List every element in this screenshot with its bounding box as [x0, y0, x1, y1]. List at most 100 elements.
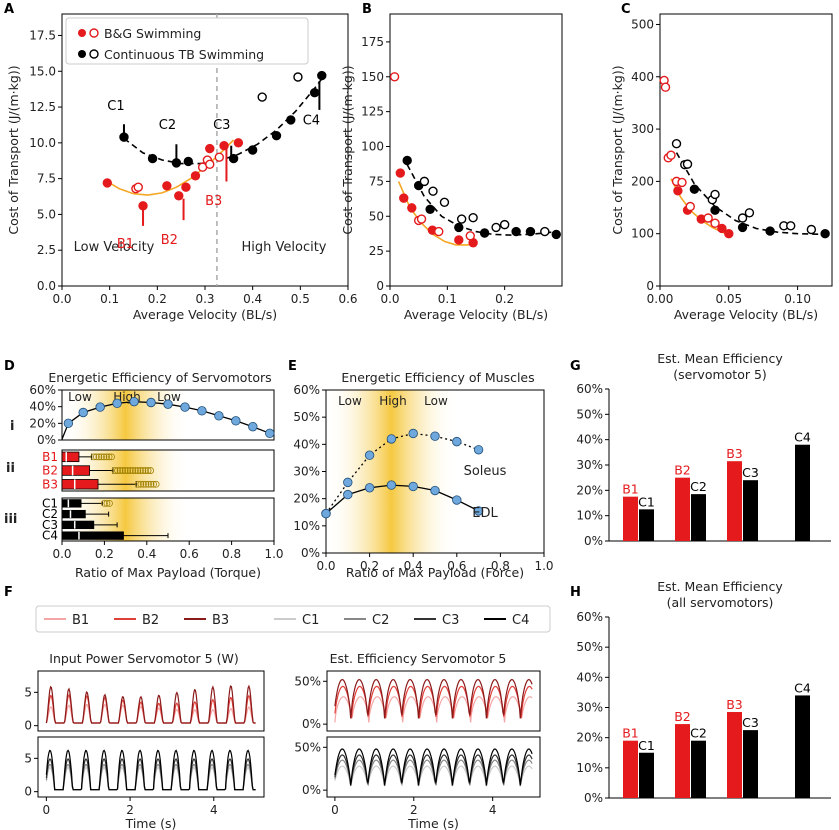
outlier: [103, 453, 110, 461]
data-point: [677, 177, 687, 188]
curve-point: [408, 481, 418, 492]
x-tick-label: 0.6: [447, 559, 466, 573]
y-tick-label: 100: [361, 140, 384, 154]
trace-c1: [45, 766, 256, 791]
box: [61, 479, 99, 490]
panel-letter-e: E: [288, 359, 297, 374]
y-tick-label: 50%: [576, 407, 603, 421]
bar-label-b2: B2: [674, 709, 691, 724]
data-point: [205, 159, 215, 170]
outlier: [140, 480, 147, 488]
x-tick-label: 0.1: [100, 292, 119, 306]
x-tick-label: 4: [210, 803, 218, 817]
legend-label-c1: C1: [302, 613, 319, 628]
outlier: [152, 480, 160, 488]
y-tick-label: 40%: [576, 670, 603, 684]
row-label-i: i: [10, 419, 14, 434]
x-tick-label: 0.8: [491, 559, 510, 573]
y-tick-label: 125: [361, 105, 384, 119]
y-tick-label: 75: [369, 174, 384, 188]
data-point: [181, 182, 191, 192]
data-point: [190, 171, 201, 181]
data-point: [425, 204, 435, 214]
x-tick-label: 0.6: [338, 292, 357, 306]
outlier: [98, 453, 105, 461]
data-point: [511, 226, 521, 237]
bar-label-c3: C3: [742, 465, 759, 480]
box: [61, 509, 86, 519]
legend-label-b1: B1: [72, 613, 89, 628]
y-tick-label: 0: [24, 785, 32, 799]
outlier: [147, 467, 155, 474]
data-point: [171, 158, 182, 168]
data-point: [710, 189, 720, 200]
bar-c1: [639, 752, 654, 798]
legend-label-b3: B3: [212, 613, 229, 628]
data-point: [685, 201, 695, 212]
outlier: [142, 480, 150, 488]
curve-point: [78, 407, 88, 418]
curve-point: [364, 483, 375, 493]
y-axis-label: Cost of Transport (J/(m·kg)): [340, 65, 355, 234]
x-tick-label: 2: [126, 803, 134, 817]
y-axis-label: Cost of Transport (J/(m·kg)): [610, 65, 625, 234]
data-point: [219, 141, 229, 151]
x-tick-label: 0.2: [495, 292, 514, 306]
series-label-edl: EDL: [472, 506, 498, 521]
data-point: [286, 115, 296, 125]
annotation-b2: B2: [161, 233, 178, 248]
x-tick-label: 0.1: [438, 292, 457, 306]
x-tick-label: 0.0: [52, 292, 71, 306]
y-tick-label: 17.5: [29, 28, 56, 42]
data-point: [138, 201, 148, 211]
x-tick-label: 2: [410, 803, 418, 817]
data-point: [806, 224, 817, 235]
bar-label-c3: C3: [742, 715, 759, 730]
trace-c2: [45, 763, 256, 791]
box-label-c2: C2: [42, 507, 58, 521]
curve-point: [452, 495, 462, 505]
outlier: [100, 453, 108, 461]
bar-label-c1: C1: [638, 738, 655, 753]
curve-point: [430, 431, 440, 441]
bar-label-b1: B1: [622, 726, 639, 741]
data-point: [710, 218, 720, 228]
data-point: [454, 235, 464, 245]
panel-letter-a: A: [4, 2, 14, 17]
outlier: [101, 499, 108, 507]
data-point: [710, 205, 720, 215]
outlier: [121, 467, 129, 474]
y-tick-label: 60%: [576, 610, 603, 624]
panel-B-frame: [389, 13, 563, 287]
band-label: High: [379, 394, 407, 408]
outlier: [116, 467, 124, 474]
x-tick-label: 0.05: [715, 292, 742, 306]
x-tick-label: 0.0: [52, 547, 71, 561]
panel-f-power-c-frame: [37, 736, 265, 798]
curve-point: [95, 402, 105, 412]
y-tick-label: 7.5: [37, 172, 56, 186]
panel-C-frame: [659, 13, 833, 287]
trace-b3: [45, 684, 256, 724]
x-axis-label: Average Velocity (BL/s): [404, 307, 548, 322]
y-tick-label: 30%: [293, 465, 320, 479]
outlier: [129, 467, 137, 474]
muscle-curve-soleus: [325, 432, 479, 514]
x-tick-label: 0.2: [95, 547, 114, 561]
region-label-high: High Velocity: [241, 240, 326, 255]
outlier: [124, 467, 132, 474]
data-point: [174, 191, 184, 201]
trace-b1: [45, 703, 256, 724]
x-tick-label: 0: [331, 803, 339, 817]
curve-point: [386, 434, 397, 444]
panel-letter-b: B: [362, 2, 372, 17]
subplot-title-efficiency: Est. Efficiency Servomotor 5: [330, 651, 507, 666]
x-tick-label: 4: [489, 803, 497, 817]
x-tick-label: 0.3: [195, 292, 214, 306]
bar-b1: [623, 740, 638, 798]
curve-point: [180, 402, 190, 412]
y-tick-label: 2.5: [37, 243, 56, 257]
outlier: [114, 467, 121, 474]
y-tick-label: 60%: [29, 383, 56, 397]
